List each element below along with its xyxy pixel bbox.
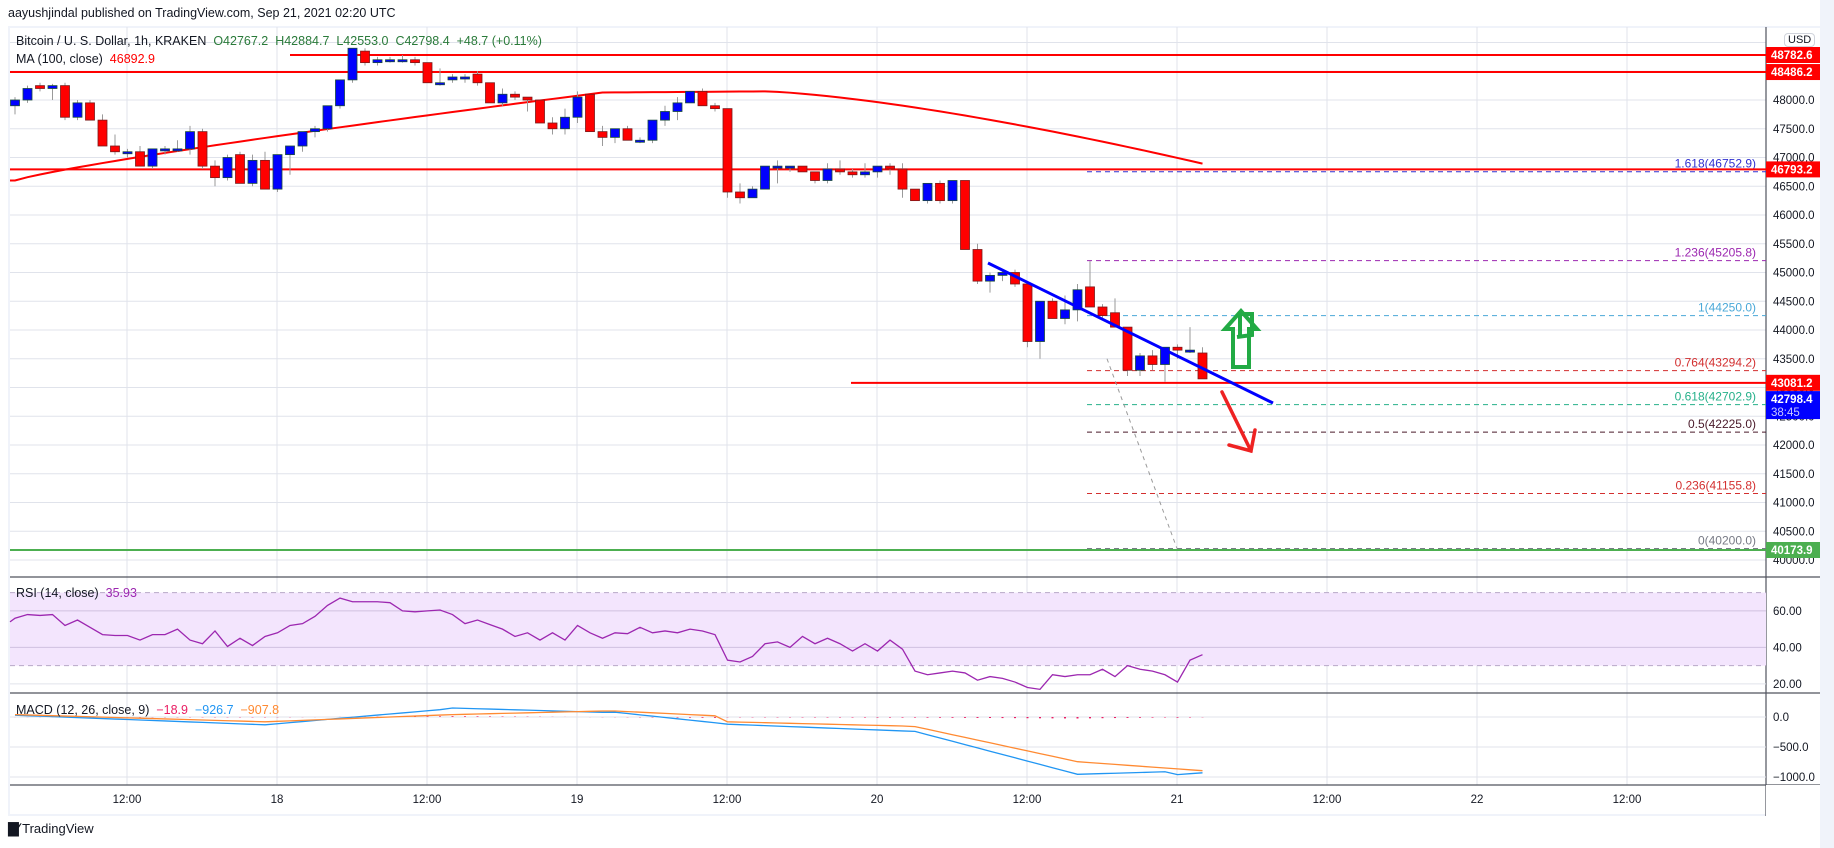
macd-legend: MACD (12, 26, close, 9) −18.9 −926.7 −90… <box>16 703 279 717</box>
svg-text:19: 19 <box>571 794 584 806</box>
svg-text:0(40200.0): 0(40200.0) <box>1698 534 1756 548</box>
rsi-value: 35.93 <box>105 586 137 600</box>
svg-text:46500.0: 46500.0 <box>1773 181 1815 193</box>
svg-text:42000.0: 42000.0 <box>1773 440 1815 452</box>
svg-text:0.0: 0.0 <box>1773 712 1789 724</box>
svg-text:21: 21 <box>1171 794 1184 806</box>
svg-text:12:00: 12:00 <box>1013 794 1042 806</box>
svg-text:42798.4: 42798.4 <box>1771 394 1813 406</box>
svg-text:−500.0: −500.0 <box>1773 742 1809 754</box>
currency-badge[interactable]: USD <box>1784 33 1816 47</box>
publisher-line: aayushjindal published on TradingView.co… <box>8 6 396 20</box>
svg-text:45500.0: 45500.0 <box>1773 239 1815 251</box>
svg-text:0.236(41155.8): 0.236(41155.8) <box>1675 479 1756 493</box>
svg-text:18: 18 <box>271 794 284 806</box>
macd-line-value: −926.7 <box>194 703 234 717</box>
svg-text:46793.2: 46793.2 <box>1771 164 1813 176</box>
svg-text:38:45: 38:45 <box>1771 407 1800 419</box>
ma-legend: MA (100, close) 46892.9 <box>16 52 155 66</box>
svg-text:40500.0: 40500.0 <box>1773 526 1815 538</box>
svg-text:−1000.0: −1000.0 <box>1773 772 1815 784</box>
svg-text:40173.9: 40173.9 <box>1771 545 1813 557</box>
svg-text:20: 20 <box>871 794 884 806</box>
tradingview-brand: TradingView <box>22 821 94 836</box>
svg-text:47500.0: 47500.0 <box>1773 124 1815 136</box>
tradingview-logo-icon: ▇∕ <box>8 820 19 836</box>
svg-text:0.618(42702.9): 0.618(42702.9) <box>1675 390 1756 404</box>
ohlc-change: +48.7 (+0.11%) <box>456 34 542 48</box>
svg-text:41000.0: 41000.0 <box>1773 498 1815 510</box>
svg-text:48782.6: 48782.6 <box>1771 50 1813 62</box>
svg-text:44500.0: 44500.0 <box>1773 296 1815 308</box>
svg-text:45000.0: 45000.0 <box>1773 268 1815 280</box>
svg-text:22: 22 <box>1471 794 1484 806</box>
svg-text:48000.0: 48000.0 <box>1773 95 1815 107</box>
svg-text:43081.2: 43081.2 <box>1771 378 1813 390</box>
svg-text:1(44250.0): 1(44250.0) <box>1698 301 1756 315</box>
tradingview-footer[interactable]: ▇∕ TradingView <box>8 820 94 837</box>
svg-text:1.618(46752.9): 1.618(46752.9) <box>1675 157 1756 171</box>
ohlc-close: C42798.4 <box>395 34 450 48</box>
symbol-legend: Bitcoin / U. S. Dollar, 1h, KRAKEN O4276… <box>16 34 542 48</box>
svg-text:12:00: 12:00 <box>713 794 742 806</box>
symbol-title: Bitcoin / U. S. Dollar, 1h, KRAKEN <box>16 34 207 48</box>
macd-signal-value: −907.8 <box>240 703 280 717</box>
svg-text:43500.0: 43500.0 <box>1773 354 1815 366</box>
svg-text:44000.0: 44000.0 <box>1773 325 1815 337</box>
svg-text:12:00: 12:00 <box>413 794 442 806</box>
macd-hist-value: −18.9 <box>156 703 188 717</box>
ohlc-high: H42884.7 <box>275 34 330 48</box>
rsi-legend: RSI (14, close) 35.93 <box>16 586 137 600</box>
ma-label: MA (100, close) <box>16 52 103 66</box>
svg-text:1.236(45205.8): 1.236(45205.8) <box>1675 246 1756 260</box>
macd-label: MACD (12, 26, close, 9) <box>16 703 150 717</box>
svg-text:20.00: 20.00 <box>1773 679 1802 691</box>
svg-text:60.00: 60.00 <box>1773 606 1802 618</box>
ohlc-low: L42553.0 <box>336 34 389 48</box>
rsi-label: RSI (14, close) <box>16 586 99 600</box>
svg-text:12:00: 12:00 <box>1313 794 1342 806</box>
svg-text:48486.2: 48486.2 <box>1771 67 1813 79</box>
ma-value: 46892.9 <box>109 52 155 66</box>
ohlc-open: O42767.2 <box>213 34 269 48</box>
svg-text:41500.0: 41500.0 <box>1773 469 1815 481</box>
svg-text:0.5(42225.0): 0.5(42225.0) <box>1688 417 1756 431</box>
svg-text:0.764(43294.2): 0.764(43294.2) <box>1675 356 1756 370</box>
svg-text:40.00: 40.00 <box>1773 642 1802 654</box>
svg-text:12:00: 12:00 <box>113 794 142 806</box>
svg-text:46000.0: 46000.0 <box>1773 210 1815 222</box>
svg-text:12:00: 12:00 <box>1613 794 1642 806</box>
